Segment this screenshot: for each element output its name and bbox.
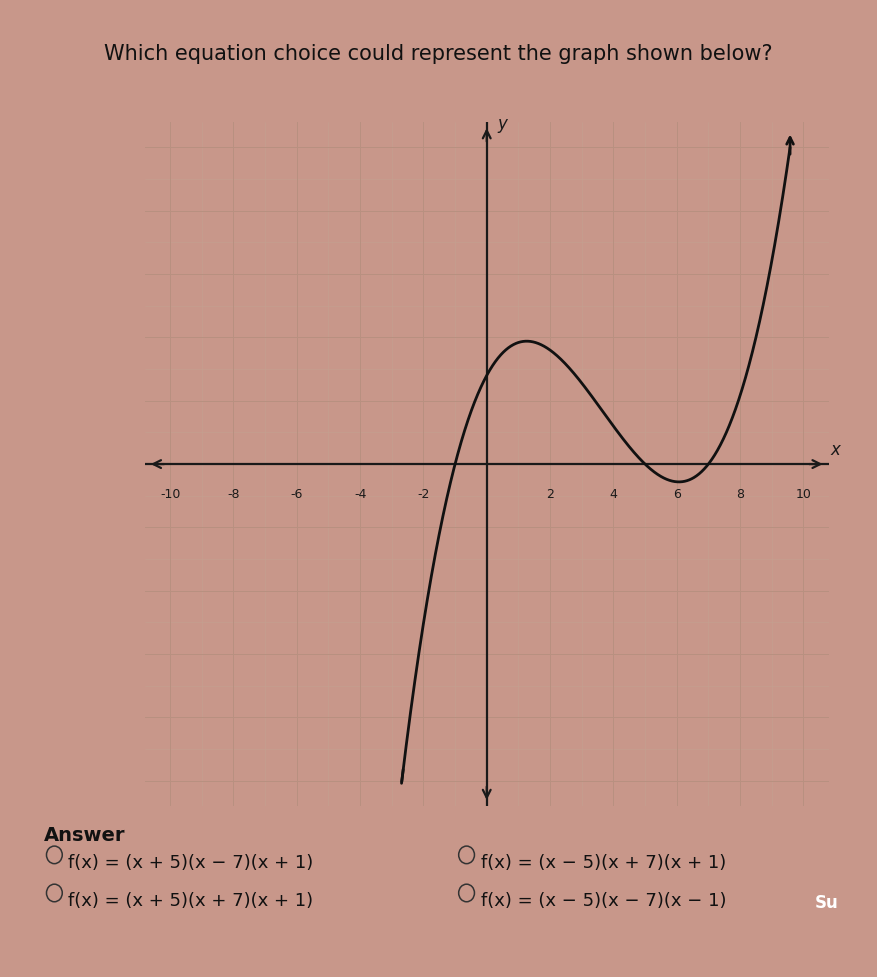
Text: f(x) = (x − 5)(x + 7)(x + 1): f(x) = (x − 5)(x + 7)(x + 1)	[481, 854, 726, 871]
Text: -10: -10	[160, 488, 181, 501]
Text: f(x) = (x − 5)(x − 7)(x − 1): f(x) = (x − 5)(x − 7)(x − 1)	[481, 892, 726, 910]
Text: 2: 2	[546, 488, 554, 501]
Text: -6: -6	[290, 488, 303, 501]
Text: x: x	[831, 441, 840, 459]
Text: 4: 4	[610, 488, 617, 501]
Text: Which equation choice could represent the graph shown below?: Which equation choice could represent th…	[104, 44, 773, 64]
Text: 10: 10	[795, 488, 811, 501]
Text: Answer: Answer	[44, 826, 125, 844]
Text: Su: Su	[815, 894, 838, 912]
Text: f(x) = (x + 5)(x + 7)(x + 1): f(x) = (x + 5)(x + 7)(x + 1)	[68, 892, 314, 910]
Text: -8: -8	[227, 488, 239, 501]
Text: -4: -4	[354, 488, 367, 501]
Text: -2: -2	[417, 488, 430, 501]
Text: f(x) = (x + 5)(x − 7)(x + 1): f(x) = (x + 5)(x − 7)(x + 1)	[68, 854, 314, 871]
Text: 6: 6	[673, 488, 681, 501]
Text: 8: 8	[736, 488, 744, 501]
Text: y: y	[498, 114, 508, 133]
